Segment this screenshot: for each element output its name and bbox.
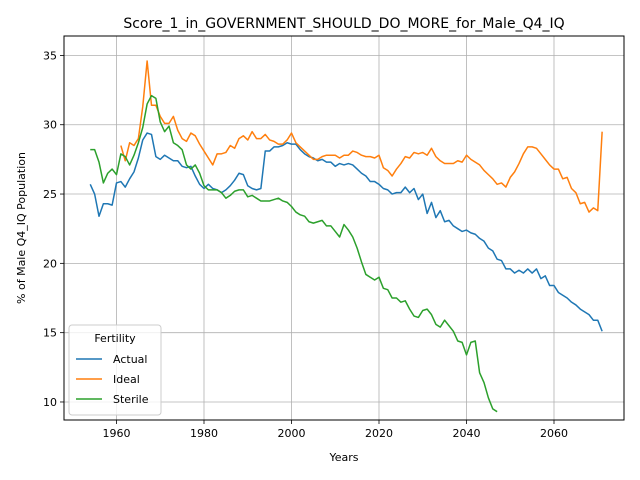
y-tick-label: 15 [43,327,57,340]
x-tick-label: 2040 [453,427,481,440]
x-tick-label: 2020 [365,427,393,440]
y-tick-label: 20 [43,257,57,270]
x-axis-label: Years [328,451,358,464]
y-tick-label: 25 [43,188,57,201]
chart-title: Score_1_in_GOVERNMENT_SHOULD_DO_MORE_for… [123,16,564,32]
x-tick-label: 2000 [278,427,306,440]
y-tick-label: 30 [43,119,57,132]
legend: Fertility Actual Ideal Sterile [68,324,162,416]
legend-label-sterile: Sterile [113,393,149,406]
series-line-ideal [120,60,603,213]
x-tick-label: 2060 [540,427,568,440]
y-axis-label: % of Male Q4_IQ Population [15,152,28,304]
y-tick-label: 35 [43,49,57,62]
y-axis-ticks: 10 15 20 25 30 35 [43,49,64,409]
x-tick-label: 1980 [190,427,218,440]
legend-box [68,324,162,416]
legend-label-actual: Actual [113,353,147,366]
plot-frame [63,35,625,421]
series-line-actual [89,132,603,332]
series-line-sterile [90,94,498,413]
legend-title: Fertility [94,332,136,345]
x-tick-label: 1960 [103,427,131,440]
legend-label-ideal: Ideal [113,373,140,386]
series-lines [89,60,603,413]
x-axis-ticks: 1960 1980 2000 2020 2040 2060 [103,420,568,440]
y-tick-label: 10 [43,396,57,409]
